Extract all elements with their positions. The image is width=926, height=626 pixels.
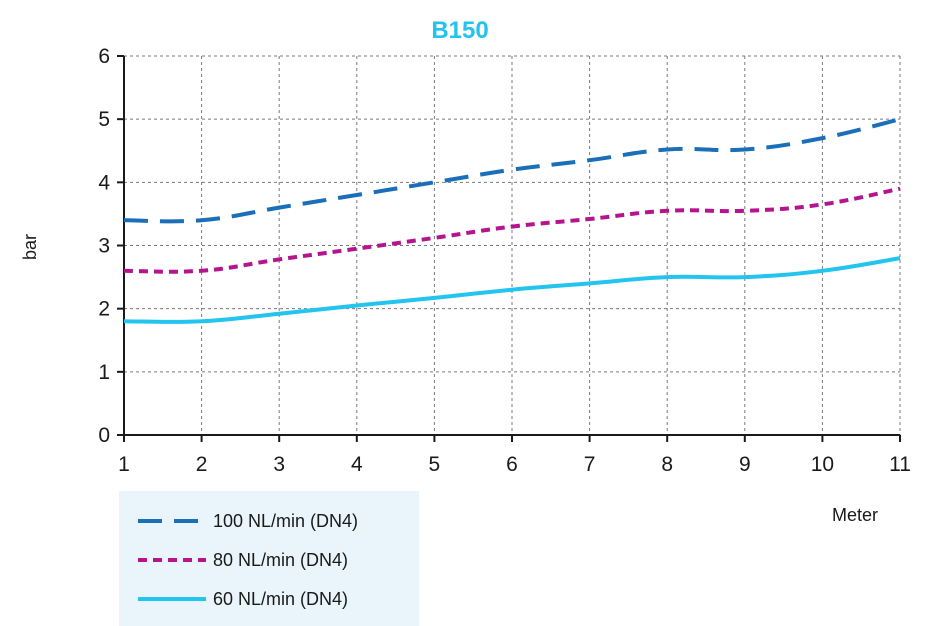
series-line xyxy=(123,256,901,324)
series-line xyxy=(123,186,901,274)
x-tick-label: 7 xyxy=(584,453,596,476)
series-lines xyxy=(123,117,901,324)
y-tick-label: 1 xyxy=(98,361,110,384)
x-axis-label: Meter xyxy=(832,505,878,525)
series-line xyxy=(123,117,901,224)
grid-lines xyxy=(124,55,901,435)
x-tick-label: 5 xyxy=(429,453,441,476)
y-tick-label: 6 xyxy=(98,45,110,68)
y-tick-label: 0 xyxy=(98,424,110,447)
legend-label: 100 NL/min (DN4) xyxy=(213,511,358,531)
y-axis-label: bar xyxy=(20,234,40,260)
x-tick-label: 4 xyxy=(351,453,363,476)
x-tick-label: 3 xyxy=(273,453,285,476)
x-tick-label: 10 xyxy=(811,453,834,476)
y-tick-label: 4 xyxy=(98,171,110,194)
legend: 100 NL/min (DN4) 80 NL/min (DN4) 60 NL/min… xyxy=(119,491,419,626)
x-tick-label: 8 xyxy=(661,453,673,476)
x-tick-label: 2 xyxy=(196,453,208,476)
x-tick-label: 1 xyxy=(118,453,130,476)
y-tick-label: 5 xyxy=(98,108,110,131)
axes xyxy=(117,55,901,442)
legend-label: 80 NL/min (DN4) xyxy=(213,550,348,570)
x-tick-label: 9 xyxy=(739,453,751,476)
x-tick-label: 6 xyxy=(506,453,518,476)
y-tick-label: 3 xyxy=(98,235,110,258)
chart-title: B150 xyxy=(431,17,488,44)
legend-label: 60 NL/min (DN4) xyxy=(213,589,348,609)
y-tick-label: 2 xyxy=(98,298,110,321)
x-tick-label: 11 xyxy=(889,453,911,476)
